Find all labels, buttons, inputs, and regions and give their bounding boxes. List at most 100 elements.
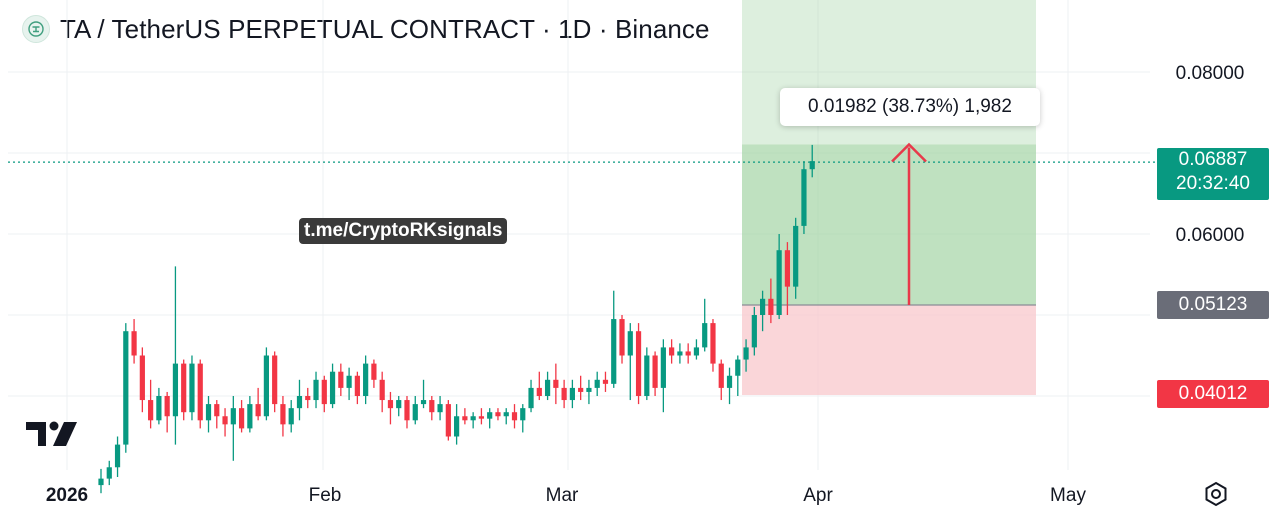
candle xyxy=(371,359,377,388)
y-axis-tick-label: 0.06000 xyxy=(1176,225,1245,246)
candle xyxy=(106,460,112,486)
candle-body xyxy=(131,331,137,356)
candle xyxy=(354,371,360,405)
candle xyxy=(726,367,733,405)
candle-body xyxy=(503,412,509,417)
candle xyxy=(669,339,675,364)
candle-body xyxy=(429,400,435,413)
candle-body xyxy=(693,347,700,356)
candle xyxy=(627,323,633,401)
candle xyxy=(470,412,476,429)
candle-body xyxy=(363,363,369,396)
candle-body xyxy=(528,387,534,409)
candle xyxy=(462,408,468,425)
candle-body xyxy=(760,298,766,315)
candle xyxy=(768,278,774,324)
candle xyxy=(760,290,766,332)
candle xyxy=(561,379,567,409)
candle-body xyxy=(611,319,617,384)
candle-body xyxy=(205,404,212,421)
candle-body xyxy=(445,404,451,437)
candle xyxy=(743,339,749,372)
candle-body xyxy=(172,363,179,417)
candle xyxy=(156,387,162,425)
candle xyxy=(164,391,170,433)
candle-body xyxy=(578,387,584,392)
candle-body xyxy=(702,323,708,348)
overlays xyxy=(8,142,1157,306)
x-axis: 2026 Feb Mar Apr May xyxy=(46,485,1087,506)
candle xyxy=(272,351,278,413)
candle-body xyxy=(379,379,385,401)
candle xyxy=(172,266,179,445)
candle-body xyxy=(305,396,311,401)
stop-price-tag: 0.04012 xyxy=(1157,380,1269,408)
candle xyxy=(148,379,154,429)
candle xyxy=(660,339,666,413)
candle xyxy=(98,468,104,494)
candle-body xyxy=(619,319,625,356)
candle xyxy=(735,355,741,396)
candle xyxy=(181,359,187,421)
tradingview-logo-icon[interactable] xyxy=(26,420,78,453)
candle xyxy=(247,396,253,433)
candle xyxy=(495,408,501,421)
candle xyxy=(635,323,642,405)
candle-body xyxy=(710,323,716,364)
candle-body xyxy=(114,444,121,468)
candle-body xyxy=(520,408,526,421)
candle-body xyxy=(263,355,269,417)
candle xyxy=(197,359,203,429)
x-axis-tick-label: Apr xyxy=(803,485,833,506)
candle xyxy=(346,367,352,401)
candle xyxy=(238,400,245,433)
ta-coin-icon[interactable] xyxy=(22,15,50,43)
candle xyxy=(710,319,716,372)
candle xyxy=(487,408,493,429)
candle xyxy=(205,396,212,433)
candle-body xyxy=(98,478,104,486)
candle xyxy=(305,387,311,409)
settings-icon[interactable] xyxy=(1203,481,1229,512)
current-price-tag: 0.06887 20:32:40 xyxy=(1157,148,1269,200)
candle-body xyxy=(660,347,666,388)
candle-body xyxy=(123,331,129,445)
candle-body xyxy=(801,169,807,226)
candle xyxy=(189,355,195,421)
candle xyxy=(619,315,625,364)
candle xyxy=(536,371,542,401)
candle-body xyxy=(462,416,468,421)
candle xyxy=(693,339,700,360)
candle xyxy=(114,436,121,477)
chart-title[interactable]: TA / TetherUS PERPETUAL CONTRACT · 1D · … xyxy=(60,13,710,44)
candle-body xyxy=(197,363,203,421)
candle-body xyxy=(156,396,162,421)
y-axis-tick-label: 0.08000 xyxy=(1176,63,1245,84)
candle xyxy=(594,371,600,396)
candle-body xyxy=(809,161,815,170)
candle-body xyxy=(561,387,567,401)
candle-body xyxy=(214,404,220,417)
candle-body xyxy=(181,363,187,413)
candle xyxy=(544,371,551,401)
candle xyxy=(801,161,807,234)
candle xyxy=(429,396,435,421)
profit-zone xyxy=(742,144,1036,306)
candle-body xyxy=(776,250,782,315)
candle-body xyxy=(420,400,427,405)
entry-price-tag: 0.05123 xyxy=(1157,291,1269,319)
candle xyxy=(123,323,129,453)
candle xyxy=(569,379,575,409)
candle xyxy=(776,234,782,320)
candle xyxy=(793,217,799,299)
candle-body xyxy=(669,347,675,356)
candle-body xyxy=(743,347,749,360)
candle xyxy=(644,347,650,401)
candle xyxy=(578,375,584,401)
measure-label: 0.01982 (38.73%) 1,982 xyxy=(780,88,1040,126)
candle-body xyxy=(354,375,360,396)
candle-body xyxy=(338,371,344,388)
candle xyxy=(520,404,526,433)
candle-body xyxy=(230,408,236,425)
